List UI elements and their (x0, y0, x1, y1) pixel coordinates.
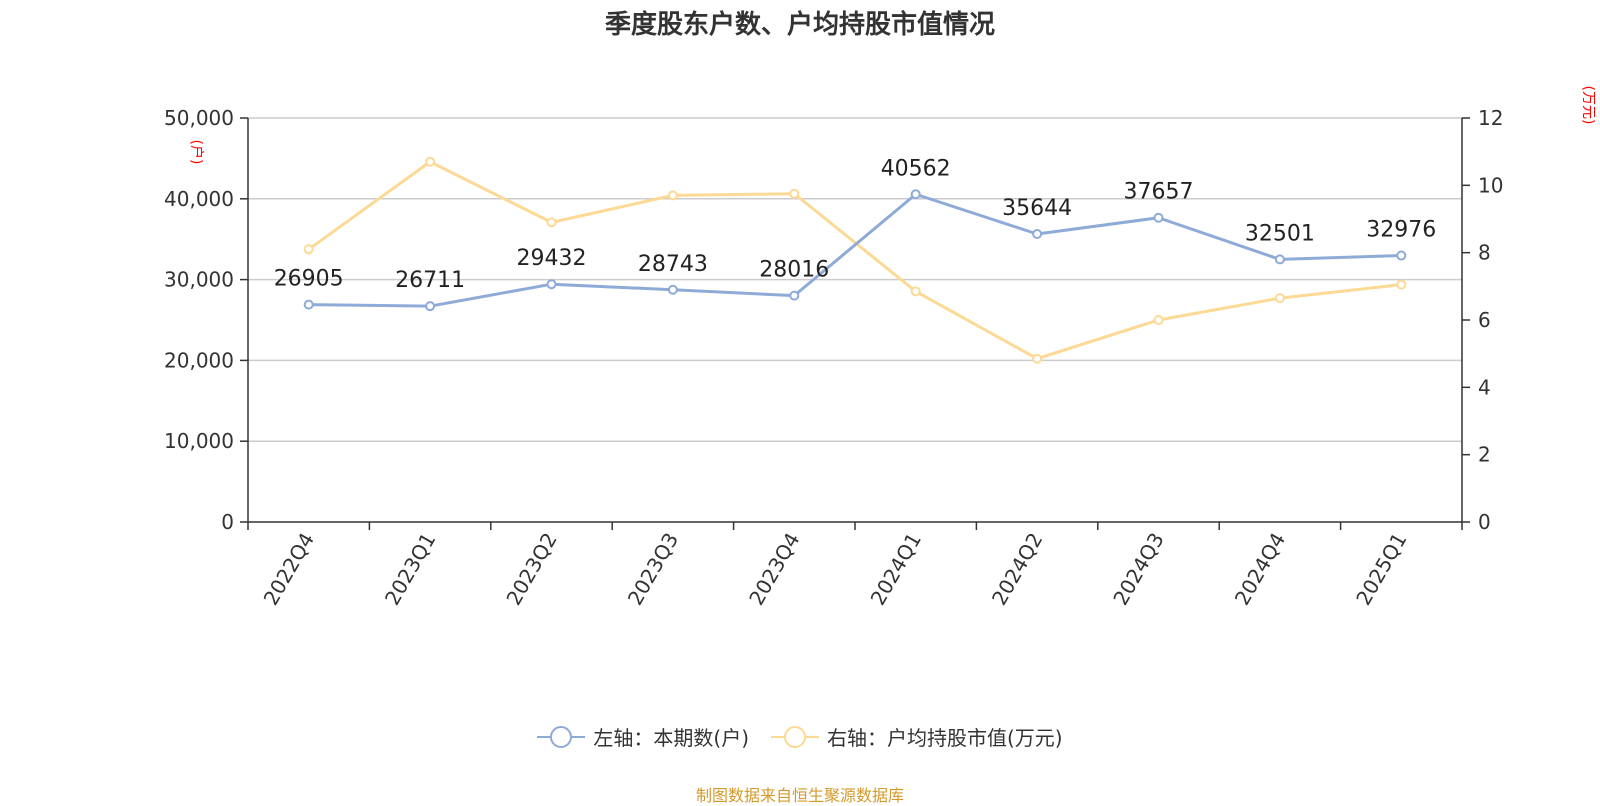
left-axis-unit-label: (户) (188, 140, 205, 165)
legend-item-right-series[interactable]: 右轴：户均持股市值(万元) (771, 722, 1063, 751)
series-line-right (307, 160, 1402, 361)
data-point (1032, 353, 1043, 364)
data-point (667, 284, 678, 295)
source-note: 制图数据来自恒生聚源数据库 (695, 786, 904, 805)
right-axis-tick-label: 8 (1478, 241, 1491, 265)
x-axis-tick-label: 2024Q1 (866, 529, 926, 610)
left-axis-tick-label: 30,000 (164, 268, 234, 292)
x-axis-tick-label: 2022Q4 (259, 529, 319, 610)
data-point (425, 301, 436, 312)
right-axis-tick-label: 10 (1478, 173, 1503, 197)
data-labels: 26905 26711 29432 28743 28016 40562 35644 37657… (274, 156, 1437, 293)
data-point (910, 286, 921, 297)
data-point (667, 190, 678, 201)
series-lines (303, 156, 1407, 364)
data-point (789, 290, 800, 301)
data-point (1153, 315, 1164, 325)
legend-label-left-series: 左轴：本期数(户) (593, 726, 749, 750)
right-axis-unit-label: (万元) (1580, 86, 1596, 125)
right-axis-tick-label: 4 (1478, 375, 1491, 399)
chart-title: 季度股东户数、户均持股市值情况 (604, 10, 995, 40)
legend-circle-icon (771, 725, 819, 748)
data-point (546, 217, 557, 228)
data-label: 26711 (395, 268, 465, 293)
data-label: 28743 (638, 252, 708, 277)
data-label: 28016 (759, 258, 829, 283)
x-axis-tick-label: 2023Q4 (744, 529, 804, 610)
data-label: 26905 (274, 267, 344, 292)
data-point (303, 299, 314, 310)
data-point (1396, 279, 1407, 290)
data-label: 37657 (1124, 180, 1194, 205)
right-axis-tick-label: 2 (1478, 443, 1491, 467)
data-label: 29432 (517, 246, 587, 271)
x-axis-tick-label: 2024Q2 (987, 529, 1047, 610)
legend-circle-icon (537, 725, 586, 748)
data-label: 35644 (1002, 196, 1072, 221)
right-axis-tick-label: 6 (1478, 308, 1491, 332)
left-axis-tick-label: 50,000 (164, 106, 234, 130)
x-axis-tick-label: 2023Q1 (380, 529, 440, 610)
x-axis-tick-label: 2024Q3 (1108, 529, 1168, 610)
x-axis-tick-label: 2023Q3 (623, 529, 683, 610)
legend-item-left-series[interactable]: 左轴：本期数(户) (537, 722, 749, 751)
data-label: 32976 (1366, 218, 1436, 243)
data-point (910, 189, 921, 200)
left-axis-tick-label: 0 (221, 510, 234, 534)
x-axis-tick-label: 2023Q2 (501, 529, 561, 610)
left-axis-tick-label: 40,000 (164, 187, 234, 211)
axes: 0 10,000 20,000 30,000 40,000 50,000 0 2 4 6 8 10 12… (164, 106, 1503, 609)
right-axis-tick-label: 0 (1478, 510, 1491, 534)
data-point (1153, 212, 1164, 223)
data-point (1274, 293, 1285, 304)
right-axis-tick-label: 12 (1478, 106, 1503, 130)
data-point (546, 279, 557, 290)
data-point (1032, 228, 1043, 239)
data-label: 40562 (881, 156, 951, 181)
data-label: 32501 (1245, 221, 1315, 246)
legend: 左轴：本期数(户) 右轴：户均持股市值(万元) (0, 722, 1600, 751)
data-point (303, 244, 314, 255)
x-axis-tick-label: 2025Q1 (1351, 529, 1411, 610)
series-line-left (308, 192, 1402, 308)
data-point (1396, 250, 1407, 261)
legend-label-right-series: 右轴：户均持股市值(万元) (827, 726, 1063, 750)
data-point (789, 188, 800, 199)
data-point (425, 156, 436, 167)
grid-lines (248, 117, 1462, 442)
data-point (1274, 254, 1285, 265)
left-axis-tick-label: 20,000 (164, 348, 234, 372)
left-axis-tick-label: 10,000 (164, 429, 234, 453)
x-axis-tick-label: 2024Q4 (1230, 529, 1290, 610)
